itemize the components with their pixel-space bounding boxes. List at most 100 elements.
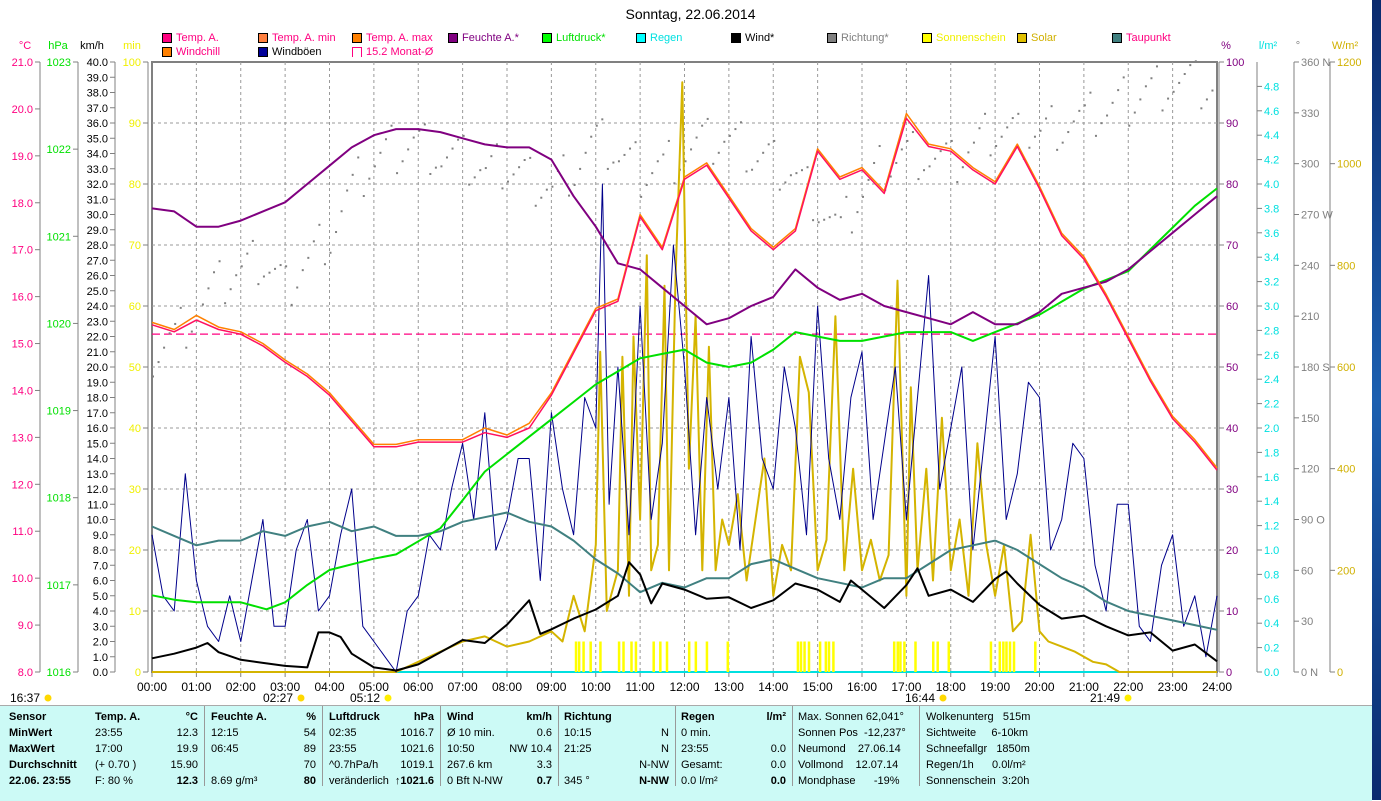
stats-label: Vollmond 12.07.14 — [798, 759, 899, 771]
sunset-time: 21:49 — [1090, 691, 1120, 705]
legend-item[interactable]: Windböen — [258, 46, 322, 58]
legend-item[interactable]: Richtung* — [827, 32, 889, 44]
axis-tick-label: 3.0 — [1264, 301, 1279, 313]
sunrise-time: 05:12 — [350, 691, 380, 705]
axis-tick-label: 14.0 — [87, 454, 108, 466]
stats-label: 10:15 — [564, 727, 592, 739]
x-tick-label: 23:00 — [1158, 680, 1188, 694]
direction-dot — [1083, 104, 1086, 107]
axis-tick-label: 10 — [1226, 606, 1238, 618]
axis-tick-label: 37.0 — [87, 103, 108, 115]
direction-dot — [900, 148, 903, 151]
legend-label: Sonnenschein — [936, 32, 1006, 44]
direction-dot — [384, 138, 387, 141]
axis-tick-label: 100 — [123, 57, 141, 69]
axis-unit-press: hPa — [48, 40, 68, 52]
axis-tick-label: 3.0 — [93, 621, 108, 633]
direction-dot — [756, 160, 759, 163]
direction-dot — [606, 167, 609, 170]
x-tick-label: 10:00 — [581, 680, 611, 694]
axis-tick-label: 34.0 — [87, 149, 108, 161]
stats-header: Wolkenunterg 515m — [926, 711, 1031, 723]
legend-label: Solar — [1031, 32, 1057, 44]
sunshine-bar — [827, 641, 831, 672]
sunshine-bar — [705, 641, 709, 672]
axis-tick-label: 14.0 — [12, 385, 33, 397]
direction-dot — [1178, 81, 1181, 84]
series-wind — [151, 561, 1218, 672]
axis-tick-label: 12.0 — [12, 479, 33, 491]
axis-tick-label: 18.0 — [87, 393, 108, 405]
axis-tick-label: 4.0 — [1264, 179, 1279, 191]
axis-tick-label: 4.6 — [1264, 106, 1279, 118]
direction-dot — [673, 182, 676, 185]
stats-column: Temp. A. °C 23:55 12.3 17:00 19.9 (+ 0.70 ) 15.… — [92, 706, 205, 787]
direction-dot — [645, 184, 648, 186]
legend-item[interactable]: Temp. A. min — [258, 32, 336, 44]
direction-dot — [728, 134, 731, 137]
stats-value: 70 — [303, 759, 316, 771]
axis-unit-solar: W/m² — [1332, 40, 1359, 52]
axis-tick-label: 330 — [1301, 108, 1319, 120]
legend-item[interactable]: Luftdruck* — [542, 32, 606, 44]
direction-dot — [1072, 120, 1075, 123]
direction-dot — [529, 156, 532, 159]
axis-tick-label: 0.8 — [1264, 569, 1279, 581]
axis-tick-label: 21.0 — [87, 347, 108, 359]
axis-tick-label: 2.0 — [93, 637, 108, 649]
legend-item[interactable]: Taupunkt — [1112, 32, 1171, 44]
axis-tick-label: 9.0 — [93, 530, 108, 542]
stats-value: 0.7 — [536, 775, 552, 787]
direction-dot — [1100, 122, 1103, 125]
legend-item[interactable]: Temp. A. — [162, 32, 219, 44]
axis-tick-label: 4.8 — [1264, 81, 1279, 93]
direction-dot — [1144, 85, 1147, 88]
x-tick-label: 14:00 — [758, 680, 788, 694]
axis-tick-label: 0 — [1226, 667, 1232, 679]
x-tick-label: 20:00 — [1024, 680, 1054, 694]
axis-tick-label: 70 — [129, 240, 141, 252]
series-solar — [152, 81, 1217, 673]
direction-dot — [429, 172, 432, 175]
direction-dot — [451, 147, 454, 150]
axis-tick-label: 4.4 — [1264, 130, 1279, 142]
legend-item[interactable]: Feuchte A.* — [448, 32, 519, 44]
stats-value: 12.3 — [176, 727, 198, 739]
stats-value: 0.0 — [770, 743, 786, 755]
legend-item[interactable]: Windchill — [162, 46, 220, 58]
axis-tick-label: 0.6 — [1264, 594, 1279, 606]
direction-dot — [806, 166, 809, 169]
legend-item[interactable]: Sonnenschein — [922, 32, 1006, 44]
direction-dot — [1172, 90, 1175, 93]
legend-item[interactable]: Solar — [1017, 32, 1057, 44]
direction-dot — [634, 141, 637, 144]
axis-tick-label: 26.0 — [87, 271, 108, 283]
sunshine-bar — [803, 641, 806, 672]
axis-tick-label: 1.0 — [1264, 545, 1279, 557]
sunshine-bar — [582, 641, 585, 672]
direction-dot — [512, 173, 515, 176]
x-tick-label: 09:00 — [536, 680, 566, 694]
series-windb-en — [151, 183, 1218, 673]
axis-tick-label: 90 O — [1301, 515, 1325, 527]
direction-dot — [224, 302, 227, 305]
direction-dot — [568, 194, 571, 197]
stats-column: Richtung 10:15 N 21:25 N N-NW 345 ° N-NW — [561, 706, 676, 787]
legend-item[interactable]: 15.2 Monat-Ø — [352, 46, 433, 58]
legend-item[interactable]: Wind* — [731, 32, 774, 44]
direction-dot — [1067, 131, 1070, 134]
direction-dot — [978, 127, 981, 130]
legend-item[interactable]: Regen — [636, 32, 682, 44]
direction-dot — [1200, 107, 1203, 110]
stats-label: (+ 0.70 ) — [95, 759, 137, 771]
direction-dot — [412, 136, 415, 139]
axis-tick-label: 2.2 — [1264, 399, 1279, 411]
legend-swatch — [636, 33, 646, 43]
legend-item[interactable]: Temp. A. max — [352, 32, 433, 44]
series-luftdruck — [151, 187, 1218, 611]
sunrise-icon — [384, 694, 392, 702]
direction-dot — [823, 218, 826, 221]
x-tick-label: 08:00 — [492, 680, 522, 694]
stats-label: 23:55 — [329, 743, 357, 755]
stats-label: Durchschnitt — [9, 759, 77, 771]
